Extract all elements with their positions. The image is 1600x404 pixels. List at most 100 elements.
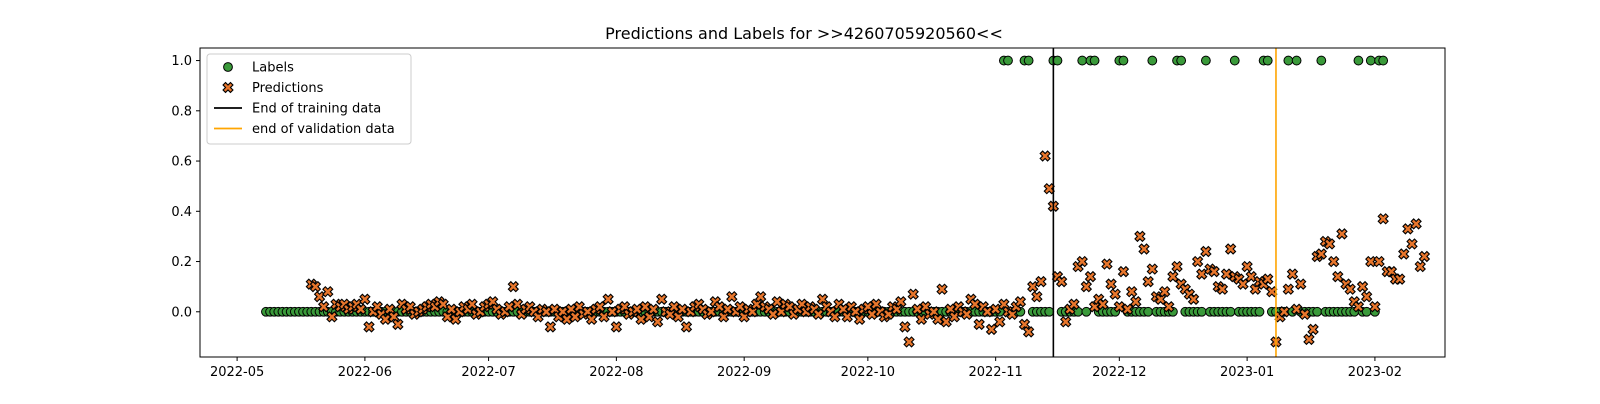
prediction-point — [829, 311, 841, 323]
prediction-point — [606, 306, 618, 318]
prediction-point — [561, 313, 573, 326]
prediction-point — [1109, 288, 1121, 300]
prediction-point — [1365, 255, 1377, 268]
x-tick-label: 2022-11 — [968, 365, 1022, 380]
prediction-point — [932, 313, 944, 326]
label-point — [1200, 55, 1211, 66]
prediction-point — [1076, 255, 1088, 268]
prediction-point — [1377, 213, 1389, 225]
label-point — [1044, 306, 1055, 317]
prediction-point — [639, 301, 651, 313]
prediction-point — [1113, 301, 1126, 313]
prediction-point — [994, 316, 1006, 328]
prediction-point — [647, 303, 660, 315]
prediction-point — [746, 306, 759, 318]
prediction-point — [635, 313, 647, 326]
prediction-point — [944, 303, 957, 315]
prediction-point — [1171, 260, 1183, 273]
plot-frame — [199, 47, 1446, 358]
prediction-point — [1266, 285, 1278, 298]
x-tick-label: 2022-09 — [717, 365, 771, 380]
chart-title: Predictions and Labels for >>42607059205… — [605, 24, 1003, 43]
prediction-point — [721, 303, 734, 315]
prediction-point — [907, 288, 919, 300]
prediction-point — [816, 293, 829, 305]
prediction-point — [1130, 296, 1142, 308]
prediction-point — [388, 311, 400, 323]
prediction-point — [1154, 293, 1167, 305]
label-point — [1229, 55, 1240, 66]
label-point — [1003, 55, 1013, 66]
prediction-point — [1245, 270, 1257, 283]
prediction-point — [866, 308, 878, 321]
prediction-point — [1167, 270, 1179, 283]
prediction-point — [363, 321, 375, 333]
legend-entry-label: Labels — [252, 61, 294, 76]
prediction-point — [1084, 270, 1097, 283]
legend-entry-label: End of training data — [252, 102, 381, 117]
prediction-point — [713, 301, 726, 313]
prediction-point — [1323, 238, 1336, 250]
prediction-point — [540, 306, 553, 318]
prediction-point — [507, 280, 520, 293]
prediction-point — [1060, 316, 1072, 328]
prediction-point — [503, 301, 515, 313]
x-tick-label: 2022-08 — [589, 365, 643, 380]
prediction-point — [383, 303, 396, 315]
y-tick-label: 0.4 — [171, 205, 192, 220]
prediction-point — [1121, 303, 1134, 315]
label-point — [1118, 55, 1129, 66]
prediction-point — [371, 301, 383, 313]
label-point — [1353, 55, 1364, 66]
prediction-point — [1101, 258, 1113, 270]
prediction-point — [322, 285, 334, 298]
prediction-point — [1360, 290, 1373, 303]
prediction-point — [911, 303, 924, 315]
prediction-point — [1187, 293, 1200, 305]
prediction-point — [853, 313, 866, 326]
prediction-point — [1080, 280, 1093, 293]
prediction-point — [1216, 283, 1229, 295]
prediction-point — [680, 321, 693, 333]
prediction-point — [1262, 273, 1274, 285]
y-tick-label: 0.0 — [171, 305, 192, 320]
x-tick-label: 2022-05 — [210, 365, 264, 380]
prediction-point — [1369, 301, 1381, 313]
prediction-point — [466, 298, 478, 310]
prediction-point — [1146, 263, 1159, 275]
label-point — [1225, 306, 1236, 317]
prediction-point — [326, 311, 338, 323]
prediction-point — [1117, 265, 1130, 278]
label-point — [1077, 55, 1088, 66]
prediction-point — [668, 301, 680, 313]
prediction-point — [1191, 255, 1204, 268]
x-tick-label: 2022-06 — [338, 365, 392, 380]
prediction-point — [1208, 265, 1220, 278]
prediction-point — [565, 303, 577, 315]
label-point — [1291, 55, 1302, 66]
prediction-point — [1158, 285, 1171, 298]
label-point — [1143, 306, 1154, 317]
label-point — [1312, 306, 1323, 317]
prediction-point — [355, 303, 367, 315]
prediction-point — [1299, 308, 1311, 321]
prediction-point — [1286, 268, 1299, 280]
y-tick-label: 0.2 — [171, 255, 192, 270]
prediction-point — [1303, 333, 1315, 346]
prediction-point — [1088, 301, 1101, 313]
prediction-point — [899, 321, 911, 333]
prediction-point — [903, 336, 915, 348]
label-point — [1254, 306, 1265, 317]
prediction-point — [1014, 296, 1027, 308]
prediction-point — [1398, 248, 1410, 260]
prediction-point — [631, 303, 643, 315]
prediction-point — [1068, 298, 1080, 310]
prediction-point — [676, 303, 689, 315]
prediction-point — [1055, 275, 1068, 288]
prediction-point — [1125, 285, 1138, 298]
prediction-point — [1410, 218, 1422, 230]
predictions-series — [305, 150, 1431, 348]
y-tick-label: 0.8 — [171, 104, 192, 119]
prediction-point — [1336, 228, 1348, 240]
